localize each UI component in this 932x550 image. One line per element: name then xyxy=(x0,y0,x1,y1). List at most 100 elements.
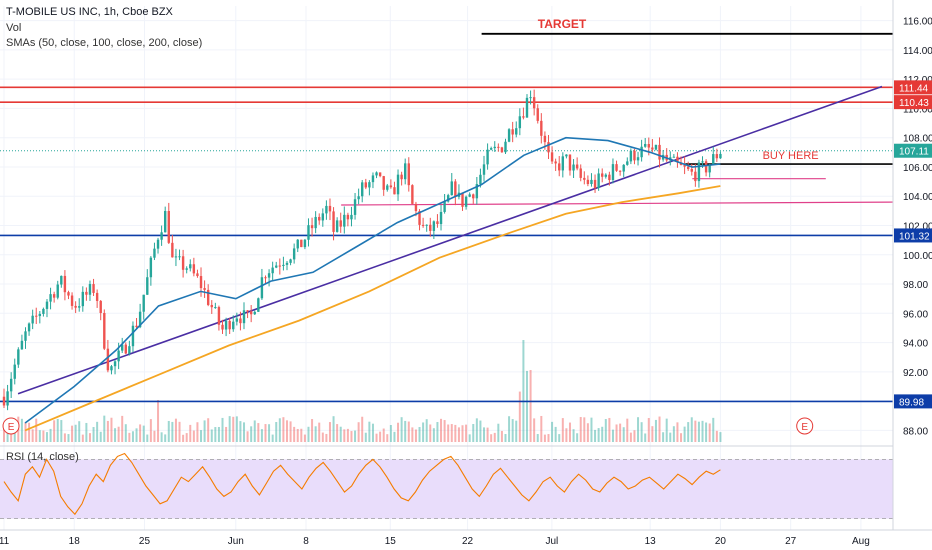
volume-bar xyxy=(232,416,235,442)
candle-body xyxy=(310,225,314,229)
volume-bar xyxy=(142,425,145,442)
sma-indicator-label[interactable]: SMAs (50, close, 100, close, 200, close) xyxy=(6,37,203,49)
time-tick-label: 27 xyxy=(785,536,797,547)
volume-bar xyxy=(289,421,292,442)
volume-bar xyxy=(149,419,152,442)
candle-body xyxy=(20,340,24,350)
candle-body xyxy=(13,364,16,379)
volume-bar xyxy=(178,421,181,442)
volume-bar xyxy=(568,422,571,442)
volume-bar xyxy=(694,420,697,442)
volume-bar xyxy=(235,416,238,442)
volume-bar xyxy=(468,434,471,442)
candle-body xyxy=(579,168,582,178)
volume-bar xyxy=(71,425,74,442)
candle-body xyxy=(138,311,142,328)
time-tick-label: 15 xyxy=(385,536,397,547)
trendlines xyxy=(17,85,883,395)
candle-body xyxy=(701,161,704,163)
volume-bar xyxy=(515,420,518,442)
volume-bar xyxy=(225,426,228,442)
candle-body xyxy=(658,144,661,160)
time-axis[interactable]: 11 18 25 Jun 8 15 22 Jul 13 20 27 Aug xyxy=(0,529,932,547)
candle-body xyxy=(446,195,450,202)
candle-body xyxy=(615,164,618,171)
candle-body xyxy=(203,288,206,290)
volume-bar xyxy=(346,428,349,442)
buy-here-label: BUY HERE xyxy=(763,150,819,162)
volume-bar xyxy=(146,434,149,442)
candle-body xyxy=(27,323,31,332)
candle-body xyxy=(604,174,607,177)
volume-bar xyxy=(411,427,414,442)
volume-bar xyxy=(518,391,521,442)
candle-body xyxy=(156,239,160,249)
candle-body xyxy=(185,268,188,270)
volume-bar xyxy=(683,426,686,442)
candle-body xyxy=(88,284,92,295)
candle-body xyxy=(181,256,185,270)
volume-bar xyxy=(121,415,124,442)
volume-bar xyxy=(3,427,5,442)
candle-body xyxy=(590,179,593,185)
volume-bar xyxy=(110,417,113,442)
volume-bar xyxy=(712,417,715,442)
volume-bar xyxy=(400,417,403,442)
volume-bar xyxy=(364,432,367,442)
candle-body xyxy=(464,196,468,207)
volume-bar xyxy=(264,424,267,442)
candle-body xyxy=(35,315,38,317)
price-tag-label: 89.98 xyxy=(899,397,924,408)
candle-body xyxy=(282,264,285,266)
price-tick-label: 88.00 xyxy=(903,426,928,437)
volume-bar xyxy=(543,434,546,442)
candle-body xyxy=(672,156,676,158)
candle-body xyxy=(622,164,625,172)
volume-bar xyxy=(701,420,704,442)
volume-bar xyxy=(522,340,525,442)
candle-body xyxy=(210,304,213,308)
candle-body xyxy=(246,310,249,312)
volume-bar xyxy=(250,426,253,442)
candle-body xyxy=(17,349,20,365)
volume-bar xyxy=(586,423,589,442)
candle-body xyxy=(429,224,432,231)
volume-bar xyxy=(357,422,360,442)
candle-body xyxy=(357,196,360,200)
candle-body xyxy=(683,165,686,167)
volume-bar xyxy=(508,416,511,442)
volume-bar xyxy=(239,421,242,442)
volume-bar xyxy=(500,430,503,442)
rsi-indicator-label[interactable]: RSI (14, close) xyxy=(6,451,79,463)
candle-body xyxy=(257,298,260,312)
candle-body xyxy=(568,154,572,171)
volume-indicator-label[interactable]: Vol xyxy=(6,22,22,34)
candle-body xyxy=(192,264,196,274)
candle-body xyxy=(371,175,375,183)
horizontal-levels xyxy=(0,32,894,403)
volume-bar xyxy=(200,430,203,442)
price-axis[interactable]: 88.0090.0092.0094.0096.0098.00100.00102.… xyxy=(892,0,932,550)
candle-body xyxy=(189,264,192,269)
volume-bar xyxy=(260,429,263,442)
candle-body xyxy=(647,144,650,148)
candle-body xyxy=(421,224,425,226)
volume-bar xyxy=(96,421,99,442)
volume-bar xyxy=(293,426,296,442)
candle-body xyxy=(106,348,110,371)
candle-body xyxy=(217,307,221,325)
candle-body xyxy=(493,146,496,149)
volume-bar xyxy=(189,424,192,442)
sma-100-line xyxy=(24,185,721,432)
candle-body xyxy=(56,284,59,298)
candle-body xyxy=(328,205,332,212)
time-tick-label: Jun xyxy=(228,536,244,547)
volume-bar xyxy=(479,420,482,442)
candle-body xyxy=(278,265,282,267)
volume-bar xyxy=(228,416,231,442)
volume-bar xyxy=(153,430,156,442)
volume-bar xyxy=(217,426,220,442)
candle-body xyxy=(339,220,342,227)
volume-bar xyxy=(350,431,353,442)
